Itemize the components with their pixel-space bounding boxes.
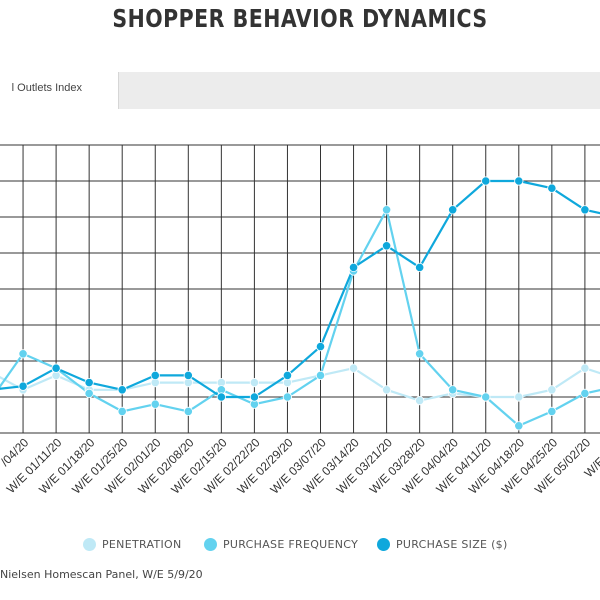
data-point-frequency — [381, 205, 392, 215]
data-point-frequency — [183, 406, 193, 416]
chart-legend: PENETRATION PURCHASE FREQUENCY PURCHASE … — [0, 536, 600, 554]
data-point-size — [448, 205, 458, 215]
data-point-size — [547, 183, 557, 193]
data-point-size — [216, 392, 226, 402]
data-point-size — [481, 176, 491, 186]
data-point-frequency — [448, 385, 458, 395]
chart-points — [18, 176, 590, 431]
data-point-frequency — [315, 370, 326, 380]
data-point-frequency — [282, 392, 293, 402]
data-point-frequency — [481, 392, 491, 402]
tab-bar: l Outlets Index — [0, 72, 600, 109]
legend-marker-purchase-frequency — [204, 538, 217, 551]
chart-lines — [0, 179, 600, 427]
data-point-penetration — [514, 392, 524, 402]
data-point-size — [348, 262, 359, 272]
data-point-size — [84, 377, 94, 388]
data-point-size — [51, 363, 61, 373]
page-title: SHOPPER BEHAVIOR DYNAMICS — [112, 4, 488, 33]
data-point-size — [18, 381, 28, 391]
x-axis-tick-labels: /04/20W/E 01/11/20W/E 01/18/20W/E 01/25/… — [0, 435, 600, 497]
legend-label-purchase-frequency: PURCHASE FREQUENCY — [223, 538, 359, 551]
series-line-penetration — [0, 367, 600, 402]
legend-marker-penetration — [83, 538, 96, 551]
data-point-size — [415, 262, 425, 272]
data-point-size — [117, 385, 127, 395]
series-line-size — [0, 179, 600, 399]
data-point-penetration — [547, 385, 557, 395]
series-line-frequency — [0, 208, 600, 427]
data-point-frequency — [514, 421, 524, 431]
tab-label: l Outlets Index — [11, 82, 82, 94]
data-point-size — [580, 205, 590, 215]
data-point-frequency — [415, 349, 425, 359]
data-point-frequency — [580, 388, 590, 398]
data-point-frequency — [150, 399, 160, 409]
data-point-penetration — [580, 363, 590, 373]
data-point-penetration — [348, 363, 359, 373]
data-point-penetration — [249, 377, 259, 388]
data-point-size — [282, 370, 293, 380]
data-point-penetration — [381, 385, 392, 395]
legend-marker-purchase-size — [377, 538, 390, 551]
data-point-size — [249, 392, 259, 402]
source-note: Nielsen Homescan Panel, W/E 5/9/20 — [0, 568, 203, 581]
data-point-frequency — [547, 406, 557, 416]
data-point-size — [514, 176, 524, 186]
data-point-size — [183, 370, 193, 380]
data-point-size — [150, 370, 160, 380]
data-point-penetration — [415, 395, 425, 406]
legend-label-penetration: PENETRATION — [102, 538, 182, 551]
data-point-size — [381, 241, 392, 251]
data-point-frequency — [117, 406, 127, 416]
data-point-frequency — [84, 388, 94, 398]
legend-label-purchase-size: PURCHASE SIZE ($) — [396, 538, 508, 551]
tab-outlets-index[interactable]: l Outlets Index — [0, 72, 119, 109]
data-point-size — [315, 341, 326, 352]
data-point-frequency — [18, 349, 28, 359]
